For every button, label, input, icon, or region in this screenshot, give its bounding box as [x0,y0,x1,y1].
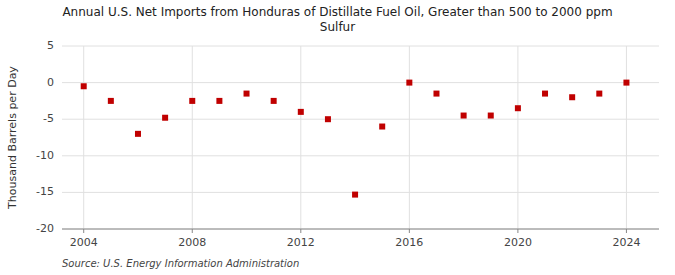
x-grid-line [626,46,627,229]
y-axis-label: Thousand Barrels per Day [6,66,19,210]
x-tick-label: 2012 [287,236,315,249]
y-grid-line [62,229,659,230]
y-grid-line [62,82,659,83]
point [379,124,385,130]
x-grid-line [409,46,410,229]
point [244,91,250,97]
point [596,91,602,97]
title: Annual U.S. Net Imports from Honduras of… [62,5,612,34]
point [162,115,168,121]
y-grid-line [62,155,659,156]
y-grid-line [62,119,659,120]
grid [62,46,659,229]
x-tick-mark [517,229,518,233]
y-tick-label: 0 [47,76,54,89]
point [433,91,439,97]
y-grid-line [62,46,659,47]
x-tick-mark [409,229,410,233]
x-grid-line [517,46,518,229]
x-tick-label: 2016 [395,236,423,249]
point [542,91,548,97]
y-tick-label: -15 [36,185,54,198]
point [298,109,304,115]
chart-svg: -20 -15 -10 -5 0 5 2004 2008 2012 2016 2020 2024 Ann… [0,0,675,275]
point [189,98,195,104]
background [0,0,675,275]
point [271,98,277,104]
point [515,105,521,111]
point [135,131,141,137]
y-tick-label: 5 [47,39,54,52]
x-tick-label: 2008 [178,236,206,249]
title-line: Sulfur [320,20,355,34]
points [81,80,630,198]
y-tick-label: -5 [43,112,54,125]
point [406,80,412,86]
x-axis-line [62,229,659,230]
point [108,98,114,104]
x-grid-line [192,46,193,229]
y-grid-line [62,192,659,193]
point [81,83,87,89]
chart-container: -20 -15 -10 -5 0 5 2004 2008 2012 2016 2020 2024 Ann… [0,0,675,275]
x-tick-mark [626,229,627,233]
x-tick-label: 2024 [612,236,640,249]
x-grid-line [300,46,301,229]
point [216,98,222,104]
x-grid-line [83,46,84,229]
point [461,113,467,119]
point [569,94,575,100]
point [352,192,358,198]
source-note: Source: U.S. Energy Information Administ… [62,258,299,269]
y-tick-label: -20 [36,222,54,235]
x-tick-mark [83,229,84,233]
x-tick-mark [192,229,193,233]
point [325,116,331,122]
point [488,113,494,119]
point [623,80,629,86]
x-tick-mark [300,229,301,233]
y-tick-label: -10 [36,149,54,162]
axes: -20 -15 -10 -5 0 5 2004 2008 2012 2016 2020 2024 [36,39,659,249]
x-tick-label: 2004 [70,236,98,249]
x-tick-label: 2020 [504,236,532,249]
title-line: Annual U.S. Net Imports from Honduras of… [62,5,612,19]
